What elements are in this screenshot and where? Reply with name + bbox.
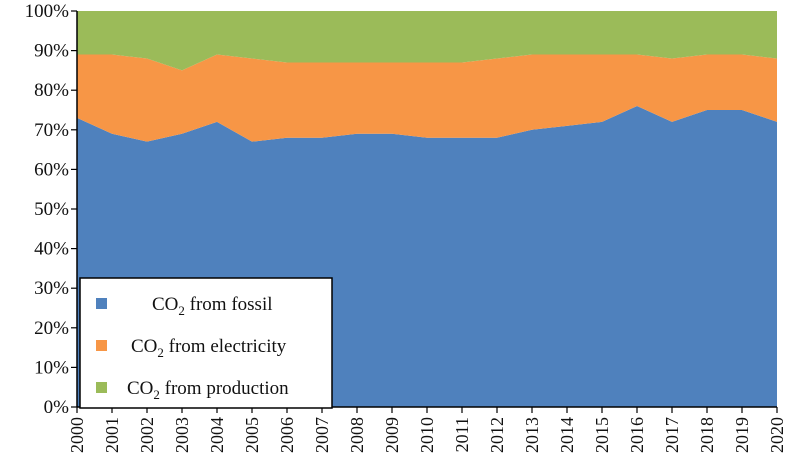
y-axis-ticks: 0% 10% 20% 30% 40% 50% 60% 70% 80% 90% 100% — [25, 1, 77, 418]
x-tick-label: 2015 — [592, 417, 612, 453]
x-tick-label: 2004 — [207, 417, 227, 453]
x-tick-label: 2003 — [172, 417, 192, 453]
area-electricity — [77, 54, 777, 142]
legend-swatch-production — [96, 382, 107, 393]
x-tick-label: 2001 — [102, 417, 122, 453]
x-tick-label: 2017 — [662, 417, 682, 453]
y-tick-label: 20% — [34, 318, 69, 339]
y-tick-label: 30% — [34, 278, 69, 299]
y-tick-label: 10% — [34, 357, 69, 378]
y-tick-label: 60% — [34, 159, 69, 180]
x-tick-label: 2006 — [277, 417, 297, 453]
legend: CO2 from fossil CO2 from electricity CO2… — [79, 277, 333, 409]
y-tick-label: 40% — [34, 239, 69, 260]
x-tick-label: 2008 — [347, 417, 367, 453]
y-tick-label: 0% — [44, 397, 70, 418]
x-tick-label: 2020 — [767, 417, 785, 453]
y-tick-label: 90% — [34, 41, 69, 62]
x-tick-label: 2019 — [732, 417, 752, 453]
x-tick-label: 2016 — [627, 417, 647, 453]
x-tick-label: 2000 — [67, 417, 87, 453]
x-tick-label: 2014 — [557, 417, 577, 453]
x-tick-label: 2012 — [487, 417, 507, 453]
x-tick-label: 2007 — [312, 417, 332, 453]
x-tick-label: 2010 — [417, 417, 437, 453]
legend-label-electricity: CO2 from electricity — [131, 336, 287, 360]
x-tick-label: 2005 — [242, 417, 262, 453]
legend-swatch-fossil — [96, 298, 107, 309]
y-tick-label: 70% — [34, 120, 69, 141]
legend-label-fossil: CO2 from fossil — [152, 294, 273, 318]
x-tick-label: 2018 — [697, 417, 717, 453]
x-tick-label: 2011 — [452, 417, 472, 452]
area-production — [77, 11, 777, 71]
legend-box — [79, 277, 333, 409]
y-tick-label: 80% — [34, 80, 69, 101]
y-tick-label: 50% — [34, 199, 69, 220]
x-tick-label: 2002 — [137, 417, 157, 453]
y-tick-label: 100% — [25, 1, 70, 22]
x-tick-label: 2013 — [522, 417, 542, 453]
legend-swatch-electricity — [96, 340, 107, 351]
x-axis-ticks: 2000 2001 2002 2003 2004 2005 2006 2007 2008 2009… — [67, 407, 785, 453]
x-tick-label: 2009 — [382, 417, 402, 453]
legend-label-production: CO2 from production — [127, 378, 289, 402]
